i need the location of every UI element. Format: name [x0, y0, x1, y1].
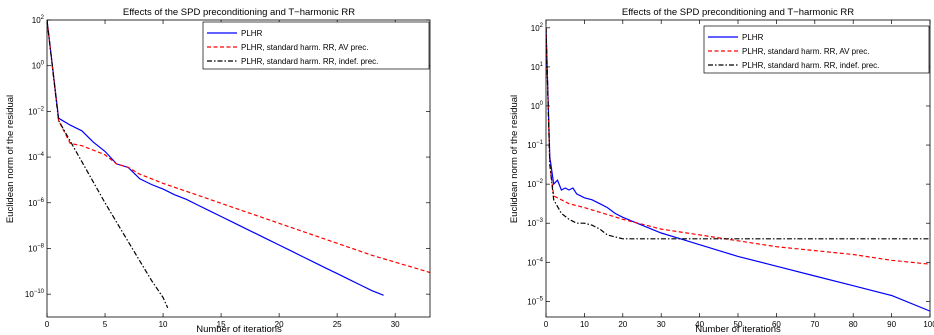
right-xtick-label: 100 — [923, 320, 934, 329]
left-chart: Effects of the SPD preconditioning and T… — [5, 7, 431, 335]
left-xtick-label: 5 — [103, 320, 108, 329]
right-legend-label-indef: PLHR, standard harm. RR, indef. prec. — [742, 61, 879, 70]
right-xtick-label: 0 — [544, 320, 549, 329]
left-xtick-label: 10 — [159, 320, 168, 329]
left-legend-label-plhr: PLHR — [241, 29, 263, 38]
left-series-line-av-prec — [47, 20, 430, 274]
left-xtick-label: 0 — [45, 320, 50, 329]
right-chart-series-group — [546, 27, 930, 312]
left-xtick-label: 20 — [275, 320, 284, 329]
right-series-line-indef-prec — [546, 27, 930, 240]
right-ytick-label: 10−3 — [527, 218, 543, 228]
right-chart-legend: PLHR PLHR, standard harm. RR, AV prec. P… — [703, 25, 930, 74]
left-ytick-label: 10−2 — [28, 106, 44, 116]
left-series-line-plhr — [47, 20, 384, 296]
right-ytick-label: 100 — [531, 101, 544, 111]
left-ytick-label: 100 — [32, 61, 45, 71]
right-series-line-plhr — [546, 27, 930, 312]
left-ytick-label: 10−8 — [28, 243, 44, 253]
right-xtick-label: 30 — [657, 320, 666, 329]
right-xtick-label: 70 — [810, 320, 819, 329]
left-legend-label-indef: PLHR, standard harm. RR, indef. prec. — [241, 57, 378, 66]
left-ytick-label: 10−4 — [28, 152, 44, 162]
right-chart-ylabel: Euclidean norm of the residual — [509, 95, 520, 223]
left-xtick-label: 25 — [333, 320, 342, 329]
right-ytick-label: 10−5 — [527, 296, 543, 306]
right-chart: Effects of the SPD preconditioning and T… — [509, 7, 934, 335]
right-chart-ticks: 0 10 20 30 40 50 60 70 80 90 100 102 101 100 10−1 10−2 1… — [527, 20, 934, 329]
left-ytick-label: 10−6 — [28, 198, 44, 208]
right-xtick-label: 50 — [734, 320, 743, 329]
right-chart-xlabel: Number of iterations — [695, 324, 781, 335]
right-series-line-av-prec — [546, 27, 930, 265]
right-ytick-label: 101 — [531, 62, 544, 72]
left-legend-label-av: PLHR, standard harm. RR, AV prec. — [241, 43, 368, 52]
right-ytick-label: 102 — [531, 23, 544, 33]
left-chart-plot-frame — [46, 19, 431, 318]
right-xtick-label: 40 — [695, 320, 704, 329]
right-xtick-label: 20 — [618, 320, 627, 329]
left-ytick-label: 10−10 — [25, 289, 45, 299]
right-xtick-label: 60 — [772, 320, 781, 329]
right-ytick-label: 10−4 — [527, 257, 543, 267]
right-xtick-label: 10 — [580, 320, 589, 329]
right-chart-title: Effects of the SPD preconditioning and T… — [622, 7, 854, 18]
left-chart-title: Effects of the SPD preconditioning and T… — [123, 7, 355, 18]
left-chart-ticks: 0 5 10 15 20 25 30 102 100 10−2 10−4 10−6 10−8 10−10 — [25, 15, 430, 329]
left-xtick-label: 30 — [391, 320, 400, 329]
left-chart-xlabel: Number of iterations — [196, 324, 282, 335]
right-legend-label-av: PLHR, standard harm. RR, AV prec. — [742, 47, 869, 56]
right-xtick-label: 80 — [849, 320, 858, 329]
right-ytick-label: 10−1 — [527, 140, 543, 150]
left-chart-series-group — [47, 20, 430, 309]
left-chart-ylabel: Euclidean norm of the residual — [5, 95, 16, 223]
left-xtick-label: 15 — [217, 320, 226, 329]
left-chart-legend: PLHR PLHR, standard harm. RR, AV prec. P… — [202, 21, 430, 70]
right-xtick-label: 90 — [887, 320, 896, 329]
right-chart-legend-box — [703, 25, 930, 74]
left-ytick-label: 102 — [32, 15, 45, 25]
left-series-line-indef-prec — [47, 20, 169, 309]
left-chart-legend-box — [202, 21, 430, 70]
right-ytick-label: 10−2 — [527, 179, 543, 189]
right-legend-label-plhr: PLHR — [742, 33, 764, 42]
